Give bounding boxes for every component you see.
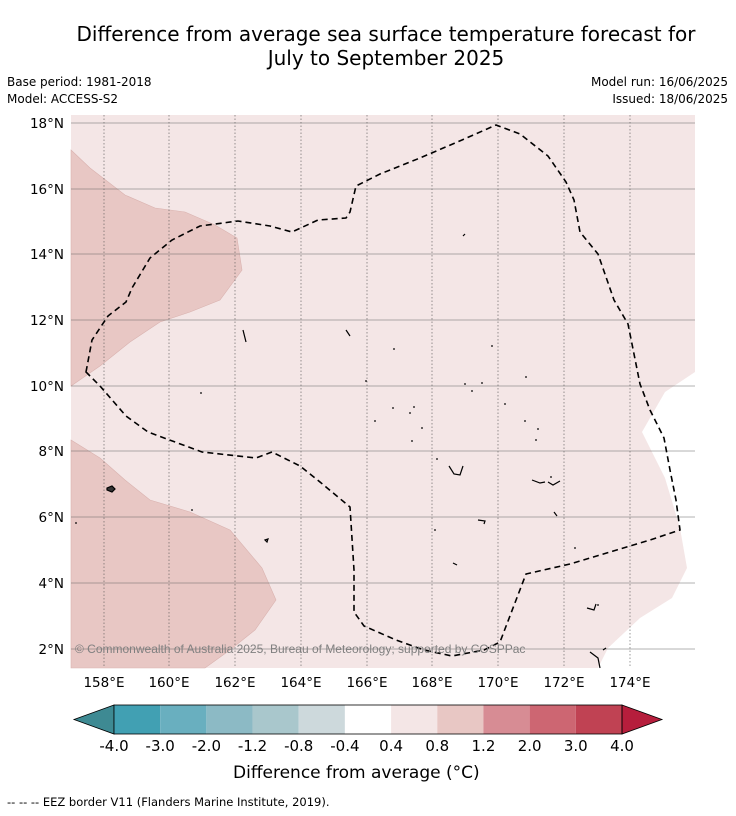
lon-tick-label: 160°E [148,675,189,691]
colorbar-tick-label: -1.2 [238,737,267,755]
meta-right: Model run: 16/06/2025 Issued: 18/06/2025 [591,74,728,108]
colorbar-tick-label: -3.0 [146,737,175,755]
lat-tick-label: 10°N [30,379,64,395]
colorbar: -4.0 -3.0 -2.0 -1.2 -0.8 -0.4 0.4 0.8 1.2 2.0 3.0 4… [72,704,664,755]
gridlines [103,115,631,668]
small-islands [75,345,599,606]
colorbar-segment [575,705,622,734]
colorbar-tick-label: -0.4 [330,737,359,755]
colorbar-tick-label: -2.0 [192,737,221,755]
map-panel: © Commonwealth of Australia 2025, Bureau… [70,115,695,669]
colorbar-segment [529,705,576,734]
warm-patch-north [70,149,243,387]
colorbar-segment [391,705,438,734]
lon-tick-label: 166°E [346,675,387,691]
base-period-text: Base period: 1981-2018 [7,75,152,89]
lon-tick-label: 162°E [214,675,255,691]
lat-tick-label: 16°N [30,182,64,198]
colorbar-under-arrow [72,704,115,735]
eez-border [85,124,681,657]
lat-tick-label: 18°N [30,116,64,132]
colorbar-segment [206,705,253,734]
model-text: Model: ACCESS-S2 [7,92,119,106]
lon-axis: 158°E 160°E 162°E 164°E 166°E 168°E 170°… [83,675,650,691]
colorbar-segment [437,705,484,734]
lon-tick-label: 168°E [411,675,452,691]
colorbar-tick-label: 2.0 [518,737,542,755]
lon-tick-label: 172°E [543,675,584,691]
lat-gridlines [71,122,695,650]
model-run-text: Model run: 16/06/2025 [590,75,728,89]
lat-tick-label: 8°N [39,444,64,460]
no-data-region [598,372,695,668]
colorbar-tick-label: 0.8 [425,737,449,755]
lat-tick-label: 2°N [39,642,64,658]
colorbar-over-arrow [621,704,664,735]
map-title-line2: July to September 2025 [267,46,505,70]
footer-note: -- -- -- EEZ border V11 (Flanders Marine… [7,795,330,809]
colorbar-tick-label: -4.0 [99,737,128,755]
colorbar-title: Difference from average (°C) [233,763,480,783]
colorbar-segment [114,705,161,734]
islands [106,233,607,669]
map-title: Difference from average sea surface temp… [0,22,736,70]
lon-tick-label: 158°E [83,675,124,691]
lat-tick-label: 14°N [30,247,64,263]
lat-tick-label: 6°N [39,510,64,526]
colorbar-segment [252,705,299,734]
copyright-text: © Commonwealth of Australia 2025, Bureau… [75,642,525,656]
colorbar-tick-label: 0.4 [379,737,403,755]
lon-tick-label: 174°E [609,675,650,691]
lat-tick-label: 4°N [39,576,64,592]
lat-tick-label: 12°N [30,313,64,329]
colorbar-segment [344,705,392,734]
colorbar-tick-label: -0.8 [284,737,313,755]
colorbar-segment [298,705,345,734]
colorbar-tick-label: 4.0 [610,737,634,755]
colorbar-segment [160,705,207,734]
colorbar-tick-label: 1.2 [472,737,496,755]
lat-axis: 18°N 16°N 14°N 12°N 10°N 8°N 6°N 4°N 2°N [30,116,64,658]
colorbar-segment [483,705,530,734]
lon-tick-label: 164°E [280,675,321,691]
colorbar-frame [113,704,623,735]
map-title-line1: Difference from average sea surface temp… [76,22,696,46]
lon-tick-label: 170°E [477,675,518,691]
colorbar-tick-label: 3.0 [564,737,588,755]
meta-left: Base period: 1981-2018 Model: ACCESS-S2 [7,74,152,108]
issued-text: Issued: 18/06/2025 [612,92,728,106]
warm-patch-south [70,439,277,669]
